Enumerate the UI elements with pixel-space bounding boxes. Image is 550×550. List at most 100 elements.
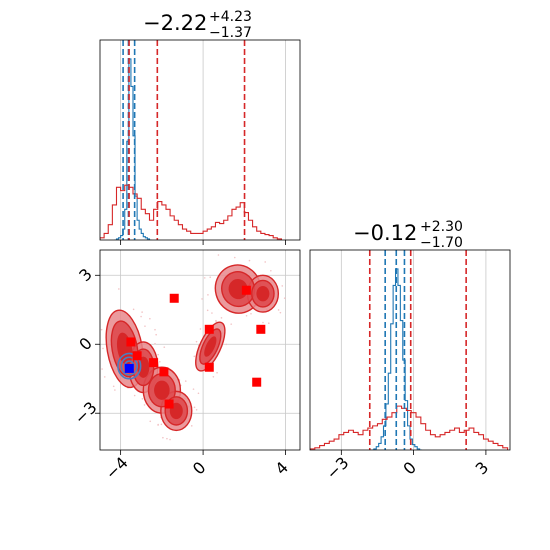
scatter-sample-point xyxy=(118,288,120,290)
scatter-xtick-label: −4 xyxy=(102,453,132,483)
scatter-red-marker xyxy=(256,324,266,334)
scatter-sample-point xyxy=(154,328,156,331)
scatter-sample-point xyxy=(101,368,103,370)
scatter-density-contour xyxy=(256,285,270,302)
scatter-sample-point xyxy=(216,371,218,374)
hist2-quantiles xyxy=(368,250,467,450)
scatter-sample-point xyxy=(149,420,152,423)
scatter-sample-point xyxy=(262,321,264,324)
scatter-sample-point xyxy=(233,256,236,259)
scatter-sample-point xyxy=(217,254,220,256)
scatter-sample-point xyxy=(245,314,248,317)
hist1-title-sub: −1.37 xyxy=(209,25,252,41)
scatter-red-marker xyxy=(241,285,251,295)
scatter-sample-point xyxy=(201,298,203,300)
hist1-quantiles xyxy=(122,40,246,240)
scatter-sample-point xyxy=(140,315,142,318)
scatter-red-marker xyxy=(164,399,174,409)
hist2-title-sup: +2.30 xyxy=(420,219,463,235)
scatter-sample-point xyxy=(159,360,161,363)
scatter-sample-point xyxy=(141,311,143,313)
scatter-panel-2d: −4 0 4 3 0 −3 xyxy=(71,249,301,483)
hist1-title-main: −2.22 xyxy=(143,11,207,35)
scatter-sample-point xyxy=(215,320,217,323)
hist-panel-param1: −2.22 +4.23 −1.37 xyxy=(99,9,301,245)
scatter-sample-point xyxy=(190,425,193,427)
scatter-sample-point xyxy=(212,375,215,378)
scatter-sample-point xyxy=(169,438,171,441)
hist1-series-narrow-posterior xyxy=(114,58,152,240)
scatter-red-marker xyxy=(132,351,142,361)
scatter-sample-point xyxy=(132,308,135,311)
scatter-sample-point xyxy=(143,404,146,406)
scatter-sample-point xyxy=(157,424,159,426)
scatter-sample-point xyxy=(160,423,163,426)
scatter-xtick-label: 0 xyxy=(189,458,210,479)
scatter-sample-point xyxy=(225,343,228,346)
scatter-sample-point xyxy=(211,312,213,314)
scatter-density-contour xyxy=(204,336,217,357)
hist2-tick-label: −3 xyxy=(322,453,352,483)
hist1-title-sup: +4.23 xyxy=(209,9,252,25)
hist2-title-main: −0.12 xyxy=(353,221,417,245)
scatter-sample-point xyxy=(184,380,187,382)
scatter-sample-point xyxy=(166,437,168,440)
scatter-sample-point xyxy=(157,353,159,356)
scatter-sample-point xyxy=(149,317,151,320)
scatter-sample-point xyxy=(144,325,146,327)
scatter-blue-marker xyxy=(124,363,134,373)
scatter-sample-point xyxy=(195,340,198,343)
scatter-sample-point xyxy=(197,392,200,395)
scatter-sample-point xyxy=(283,297,286,299)
hist1-grid xyxy=(120,40,286,240)
scatter-blue-contour xyxy=(117,352,142,380)
hist1-frame xyxy=(99,39,301,241)
hist2-tick-label: 0 xyxy=(399,458,420,479)
scatter-red-marker xyxy=(149,358,159,368)
hist2-ticks: −3 0 3 xyxy=(322,450,492,483)
scatter-sample-point xyxy=(133,394,136,397)
scatter-sample-point xyxy=(199,328,202,330)
scatter-sample-point xyxy=(220,317,223,319)
scatter-sample-point xyxy=(102,347,104,350)
scatter-sample-point xyxy=(193,355,196,358)
scatter-sample-point xyxy=(103,376,106,378)
scatter-frame xyxy=(99,249,301,451)
scatter-ytick-label: 3 xyxy=(75,265,96,286)
hist2-frame xyxy=(309,249,511,451)
scatter-sample-point xyxy=(154,342,156,345)
scatter-sample-point xyxy=(192,388,195,390)
scatter-density xyxy=(100,254,286,441)
scatter-sample-point xyxy=(162,436,164,439)
hist2-series-broad-posterior xyxy=(310,405,509,450)
scatter-sample-point xyxy=(163,346,166,348)
scatter-markers xyxy=(124,285,266,409)
scatter-sample-point xyxy=(112,385,115,388)
scatter-red-marker xyxy=(204,362,214,372)
scatter-sample-point xyxy=(141,398,144,400)
scatter-xtick-label: 4 xyxy=(271,458,292,479)
scatter-sample-point xyxy=(209,276,212,279)
scatter-sample-point xyxy=(193,406,196,409)
scatter-sample-point xyxy=(155,333,157,336)
scatter-ytick-label: 0 xyxy=(75,334,96,355)
scatter-red-marker xyxy=(159,367,169,377)
scatter-sample-point xyxy=(268,322,270,324)
scatter-sample-point xyxy=(230,323,233,325)
scatter-sample-point xyxy=(279,311,282,314)
scatter-sample-point xyxy=(114,389,116,391)
hist2-title-sub: −1.70 xyxy=(420,235,463,251)
scatter-sample-point xyxy=(206,309,209,312)
scatter-red-marker xyxy=(169,293,179,303)
hist1-ticks xyxy=(120,240,286,245)
scatter-sample-point xyxy=(250,312,252,315)
hist2-series xyxy=(310,268,509,450)
hist2-grid xyxy=(340,250,487,450)
scatter-ytick-label: −3 xyxy=(71,398,101,428)
scatter-sample-point xyxy=(264,261,267,263)
hist1-series xyxy=(100,58,282,240)
scatter-sample-point xyxy=(281,285,284,287)
scatter-red-marker xyxy=(126,337,136,347)
scatter-sample-point xyxy=(277,309,280,311)
scatter-sample-point xyxy=(248,259,251,262)
